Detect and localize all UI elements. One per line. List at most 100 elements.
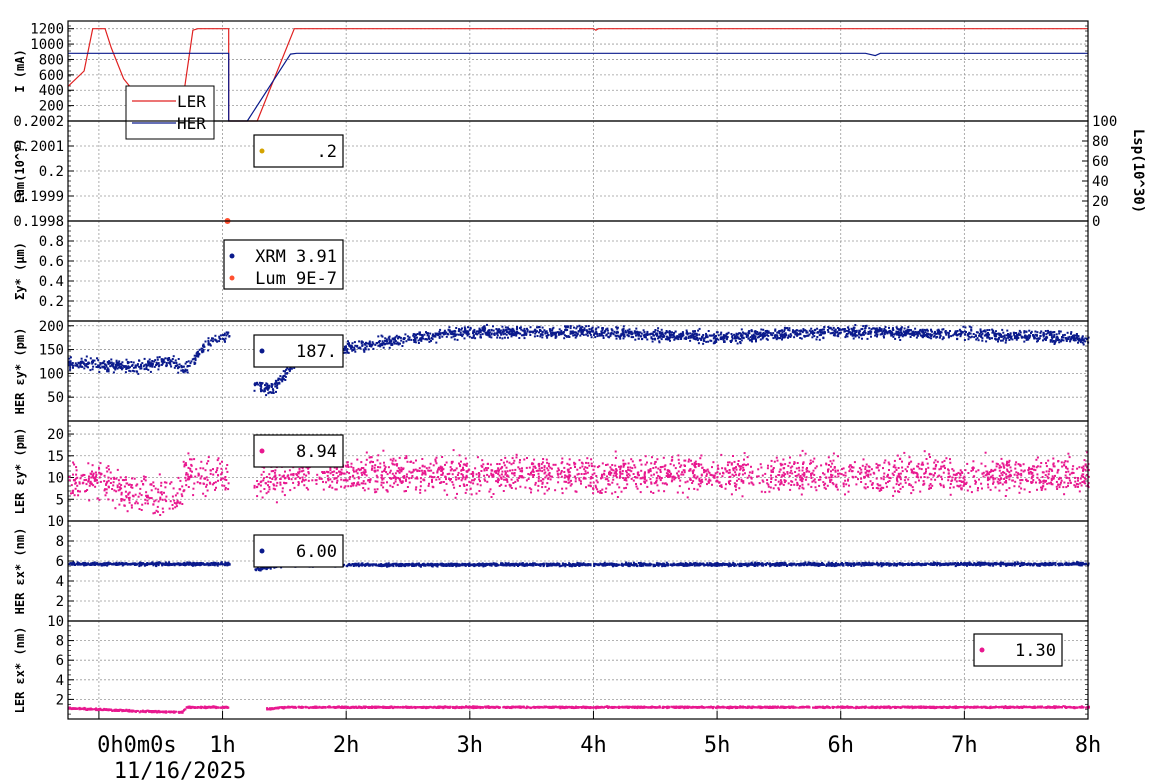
data-point <box>556 472 559 475</box>
data-point <box>1040 462 1043 464</box>
data-point <box>838 328 841 331</box>
data-point <box>1057 478 1060 481</box>
data-point <box>877 464 880 467</box>
data-point <box>626 334 629 337</box>
data-point <box>815 338 818 341</box>
data-point <box>205 476 208 479</box>
data-point <box>506 460 509 463</box>
data-point <box>123 479 126 482</box>
data-point <box>454 476 457 479</box>
data-point <box>798 329 801 332</box>
data-point <box>146 499 149 502</box>
data-point <box>420 469 423 472</box>
data-point <box>385 338 388 341</box>
data-point <box>175 362 178 365</box>
data-point <box>1023 336 1026 339</box>
data-point <box>120 493 123 496</box>
data-point <box>752 333 755 336</box>
data-point <box>567 477 570 480</box>
data-point <box>644 336 647 339</box>
data-point <box>347 485 350 488</box>
data-point <box>922 333 925 336</box>
data-point <box>435 462 438 465</box>
data-point <box>780 464 783 467</box>
data-point <box>663 335 666 338</box>
data-point <box>495 328 498 330</box>
data-point <box>278 474 281 477</box>
data-point <box>408 481 411 484</box>
data-point <box>782 333 785 336</box>
data-point <box>106 368 109 371</box>
data-point <box>279 481 282 484</box>
data-point <box>811 333 814 336</box>
data-point <box>468 328 471 331</box>
data-point <box>661 333 664 336</box>
data-point <box>365 341 367 344</box>
data-point <box>347 340 349 343</box>
data-point <box>760 466 763 469</box>
data-point <box>541 330 544 333</box>
data-point <box>131 486 134 489</box>
data-point <box>536 326 538 329</box>
data-point <box>770 459 773 462</box>
data-point <box>355 469 358 472</box>
data-point <box>643 480 646 483</box>
data-point <box>809 462 811 465</box>
data-point <box>76 484 79 487</box>
data-point <box>570 483 573 486</box>
data-point <box>724 468 727 471</box>
data-point <box>261 389 264 392</box>
data-point <box>345 479 348 482</box>
data-point <box>476 330 478 333</box>
data-point <box>984 333 987 336</box>
data-point <box>814 467 817 470</box>
data-point <box>194 357 197 360</box>
data-point <box>984 451 987 454</box>
data-point <box>649 470 652 473</box>
data-point <box>1034 469 1037 472</box>
data-point <box>540 479 543 482</box>
y-tick-label: 15 <box>47 449 64 465</box>
data-point <box>180 364 183 367</box>
data-point <box>614 450 617 453</box>
data-point <box>594 336 597 339</box>
data-point <box>934 472 936 475</box>
data-point <box>881 332 884 335</box>
data-point <box>583 329 586 332</box>
data-point <box>416 336 418 339</box>
data-point <box>955 472 958 475</box>
data-point <box>78 481 81 484</box>
data-point <box>488 331 491 334</box>
data-point <box>622 462 625 465</box>
data-point <box>818 334 821 337</box>
data-point <box>722 335 725 338</box>
data-point <box>579 334 582 337</box>
data-point <box>721 336 723 339</box>
data-point <box>924 334 927 337</box>
data-point <box>88 499 91 502</box>
data-point <box>150 497 153 500</box>
data-point <box>649 333 652 335</box>
data-point <box>905 331 908 334</box>
data-point <box>180 369 183 372</box>
data-point <box>661 335 664 338</box>
data-point <box>656 484 659 487</box>
data-point <box>579 326 582 329</box>
data-point <box>668 332 671 335</box>
data-point <box>917 462 920 465</box>
data-point <box>123 499 126 502</box>
data-point <box>958 485 961 488</box>
data-point <box>709 479 712 482</box>
data-point <box>389 469 392 472</box>
data-point <box>350 345 353 348</box>
data-point <box>566 329 569 331</box>
data-point <box>1008 474 1011 477</box>
data-point <box>945 333 948 336</box>
data-point <box>567 481 570 484</box>
data-point <box>758 335 760 338</box>
data-point <box>767 331 770 334</box>
data-point <box>115 490 118 493</box>
data-point <box>963 482 966 485</box>
data-point <box>735 473 737 476</box>
data-point <box>990 470 992 473</box>
